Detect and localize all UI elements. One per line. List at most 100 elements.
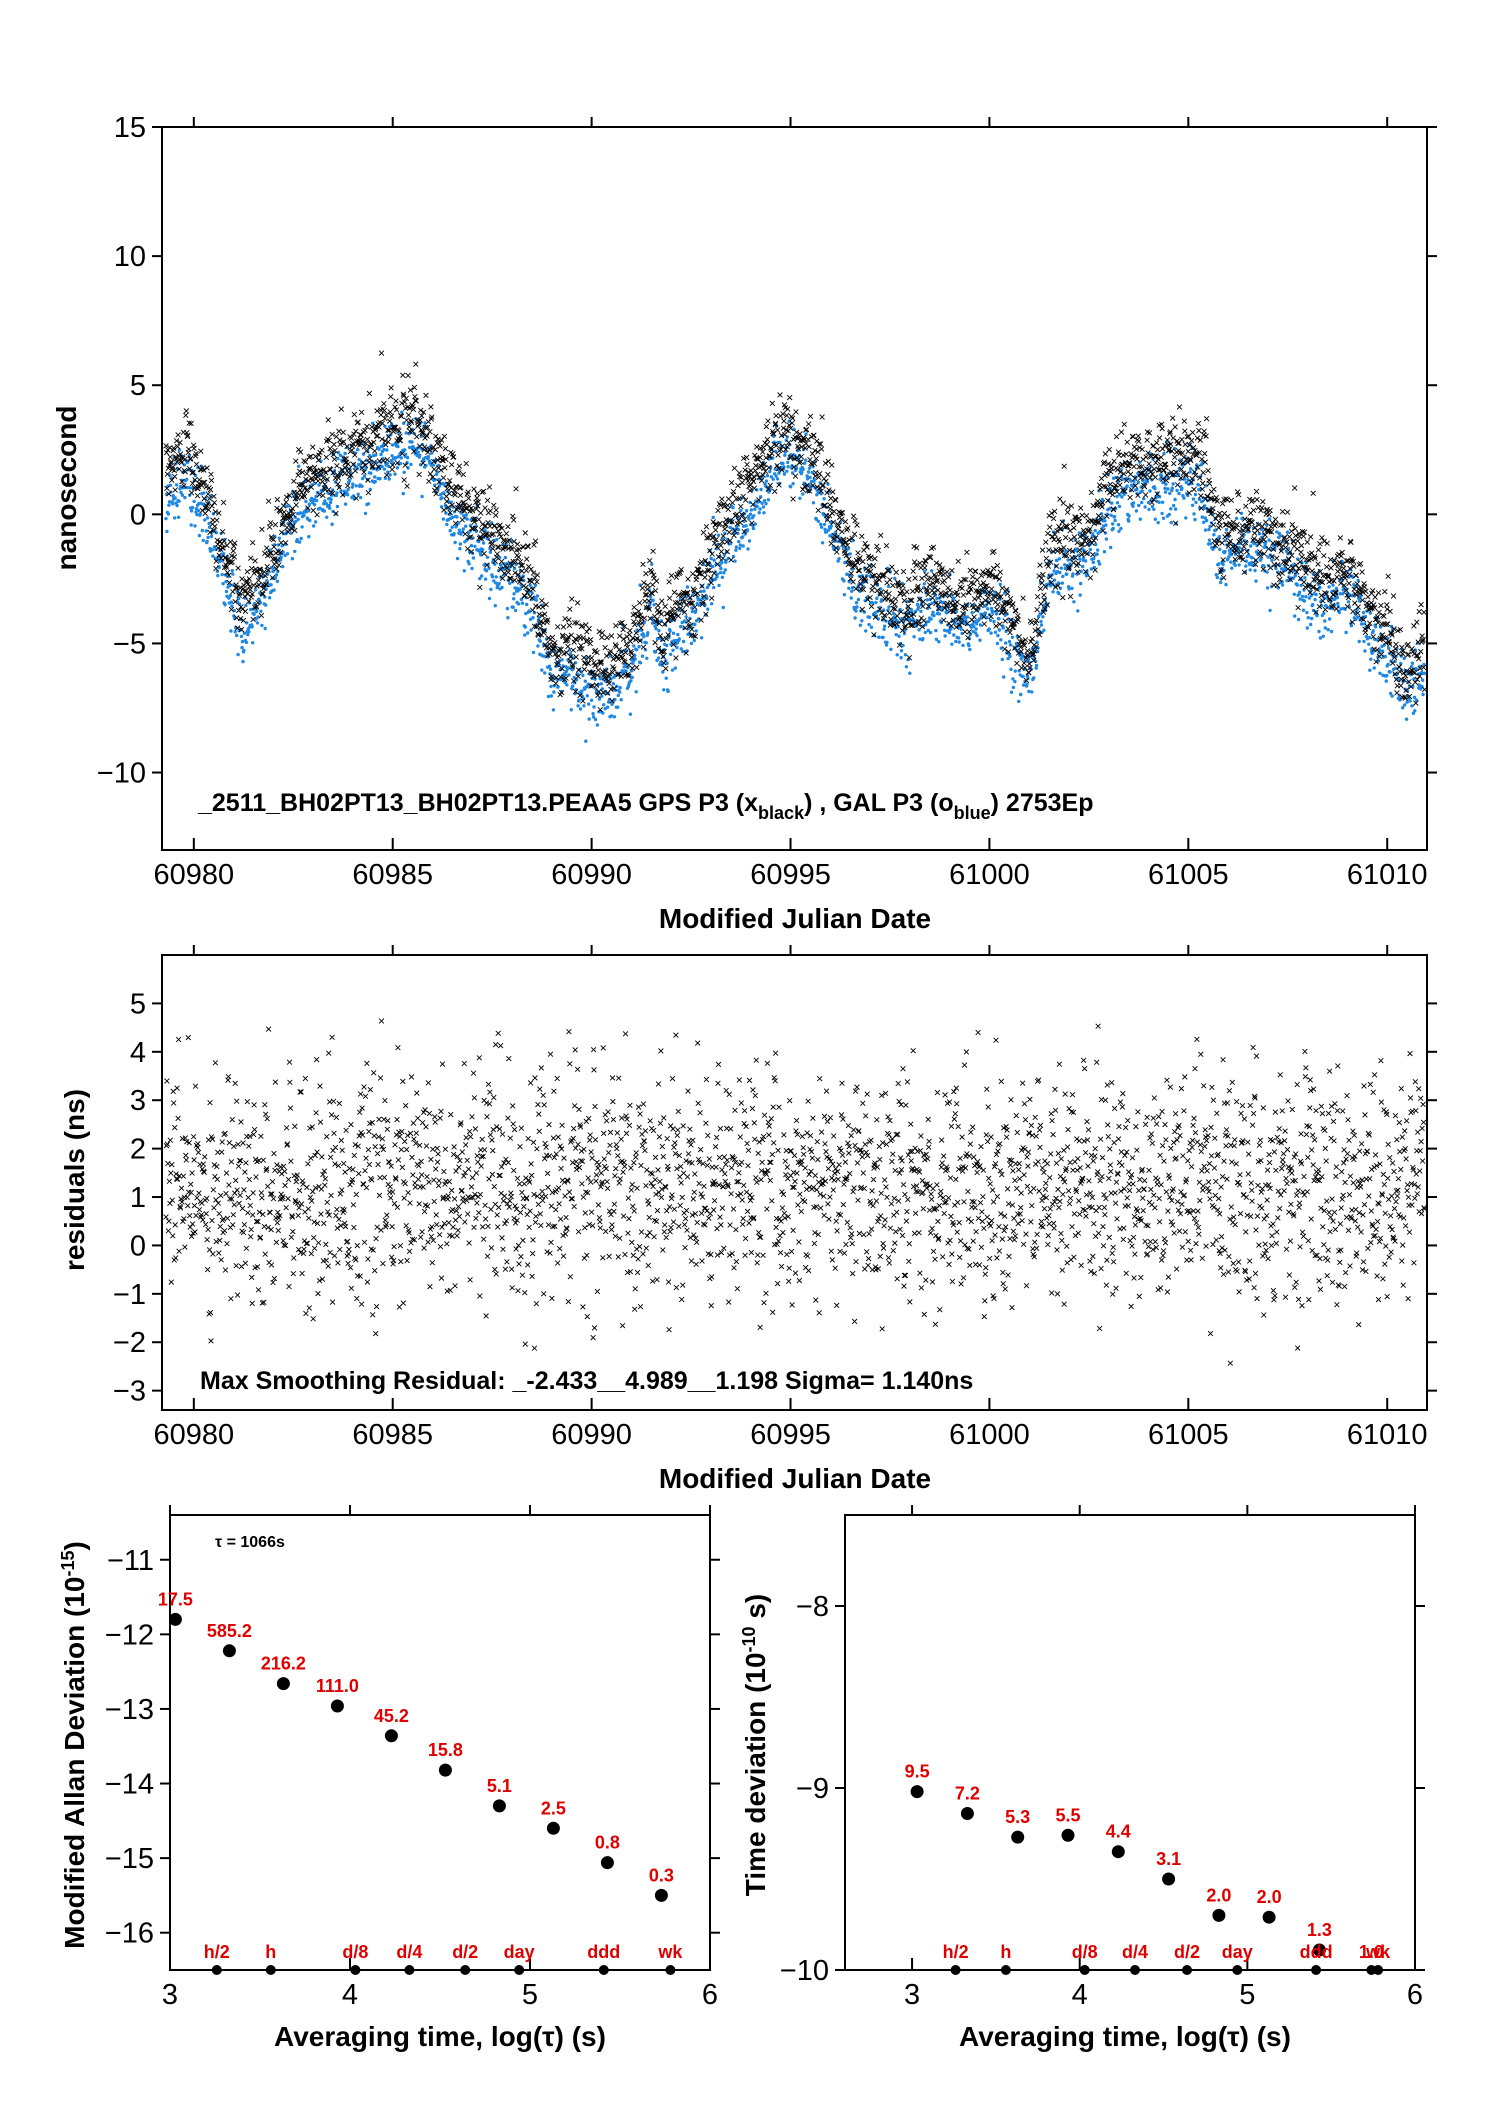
gal-point (666, 689, 670, 694)
gal-point (1092, 556, 1096, 561)
gal-point (965, 615, 970, 619)
gal-point (738, 543, 742, 547)
gal-point (925, 598, 929, 602)
gal-point (1359, 622, 1364, 626)
gps-point (685, 576, 691, 582)
gps-point (291, 478, 297, 484)
gal-point (399, 456, 403, 460)
gal-point (489, 587, 493, 592)
gal-point (525, 602, 529, 607)
gal-point (236, 652, 240, 657)
gps-point (1191, 486, 1197, 493)
gps-point (403, 417, 410, 423)
gal-point (467, 562, 471, 566)
gal-point (1042, 628, 1046, 632)
gps-point (769, 400, 776, 407)
gps-point (549, 634, 556, 641)
gal-point (716, 533, 721, 537)
gal-point (1011, 677, 1015, 681)
gps-point (640, 561, 646, 568)
gal-point (848, 552, 852, 556)
gal-point (935, 596, 939, 601)
gal-point (937, 612, 941, 616)
gps-point (297, 487, 303, 493)
gal-point (360, 484, 364, 488)
gps-point (823, 478, 829, 484)
gps-point (666, 595, 673, 601)
gal-point (932, 613, 936, 618)
gal-point (294, 519, 298, 524)
gal-point (630, 675, 634, 680)
gal-point (602, 703, 606, 707)
gal-point (290, 557, 295, 561)
gal-point (378, 477, 382, 481)
gal-point (373, 479, 377, 484)
gps-point (428, 404, 434, 410)
gal-point (401, 491, 405, 496)
gps-point (889, 564, 895, 570)
gps-point (194, 492, 201, 499)
gps-point (510, 517, 517, 523)
gps-point (1304, 539, 1311, 545)
gps-point (662, 665, 669, 672)
gps-point (1020, 595, 1026, 601)
gal-point (737, 539, 741, 544)
gps-point (193, 461, 200, 468)
gps-point (800, 486, 806, 493)
gal-point (571, 684, 575, 688)
gps-point (387, 393, 394, 400)
gps-point (662, 603, 668, 610)
gps-point (807, 413, 814, 420)
gal-point (503, 555, 508, 560)
gps-point (405, 412, 412, 418)
gps-point (474, 490, 481, 497)
gal-point (345, 493, 350, 497)
gal-point (382, 467, 387, 471)
gps-point (689, 626, 695, 633)
gps-point (196, 477, 203, 483)
gps-point (1156, 435, 1163, 441)
gps-point (239, 606, 246, 612)
gps-point (1067, 593, 1074, 600)
gal-point (1393, 666, 1398, 670)
gal-point (975, 633, 979, 638)
gal-point (548, 667, 553, 671)
gal-point (715, 575, 719, 579)
gal-point (431, 463, 435, 467)
gal-point (1111, 526, 1115, 531)
gal-point (582, 704, 586, 708)
gal-point (552, 684, 556, 688)
gal-point (850, 586, 855, 590)
gal-point (624, 669, 628, 673)
gal-point (609, 714, 614, 718)
gal-point (297, 464, 301, 468)
gal-point (829, 524, 833, 528)
gps-point (440, 475, 447, 481)
gps-point (487, 508, 494, 514)
gal-point (765, 474, 770, 478)
gal-point (734, 548, 738, 552)
gal-point (867, 622, 871, 627)
gal-point (242, 648, 246, 653)
gal-point (426, 454, 431, 459)
gps-point (389, 466, 395, 473)
gal-point (389, 458, 393, 463)
gps-point (1010, 601, 1016, 607)
gps-point (208, 471, 214, 478)
gal-point (635, 648, 639, 652)
gps-point (413, 361, 419, 367)
gps-point (281, 509, 287, 515)
gal-point (462, 569, 466, 573)
gal-point (356, 492, 360, 496)
gal-point (1170, 486, 1174, 490)
gal-point (633, 653, 637, 657)
gps-point (659, 598, 665, 604)
gal-point (1385, 673, 1389, 678)
gal-point (1008, 654, 1012, 659)
gal-point (166, 512, 171, 516)
gal-point (1410, 661, 1415, 665)
gal-point (842, 579, 846, 583)
gal-point (781, 461, 785, 466)
gal-point (699, 589, 703, 594)
gal-point (775, 477, 780, 481)
